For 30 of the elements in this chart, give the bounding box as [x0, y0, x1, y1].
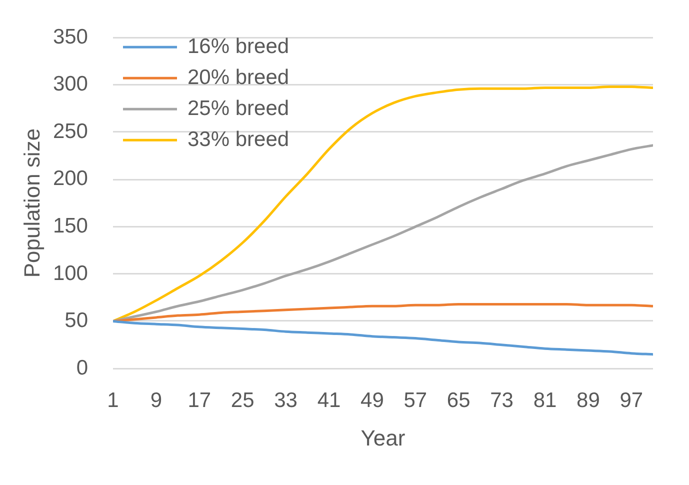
x-axis-title: Year — [360, 425, 406, 450]
x-tick-label: 41 — [317, 388, 341, 412]
x-tick-label: 89 — [576, 388, 600, 412]
y-tick-label: 50 — [64, 309, 88, 332]
x-tick-label: 1 — [107, 388, 119, 412]
line-series — [113, 86, 653, 322]
y-tick-label: 300 — [52, 72, 88, 96]
x-tick-label: 25 — [230, 388, 254, 412]
x-tick-label: 49 — [360, 388, 384, 412]
y-axis-title: Population size — [19, 128, 44, 278]
legend-label: 25% breed — [188, 96, 290, 120]
x-tick-label: 17 — [188, 388, 212, 412]
line-series — [113, 302, 653, 322]
y-tick-label: 350 — [52, 25, 88, 48]
x-tick-label: 97 — [620, 388, 644, 412]
y-tick-label: 150 — [52, 214, 88, 238]
line-series — [113, 320, 653, 356]
y-tick-label: 0 — [76, 356, 88, 380]
y-tick-label: 100 — [52, 262, 88, 285]
x-tick-label: 57 — [404, 388, 428, 412]
x-tick-label: 9 — [150, 388, 162, 412]
x-tick-label: 73 — [490, 388, 514, 412]
legend-label: 16% breed — [188, 34, 290, 58]
x-tick-label: 81 — [533, 388, 557, 412]
legend-label: 33% breed — [188, 128, 290, 151]
x-tick-label: 33 — [274, 388, 298, 412]
y-tick-label: 250 — [52, 120, 88, 143]
legend-label: 20% breed — [188, 66, 290, 89]
x-tick-label: 65 — [446, 388, 470, 412]
y-tick-label: 200 — [52, 167, 88, 190]
